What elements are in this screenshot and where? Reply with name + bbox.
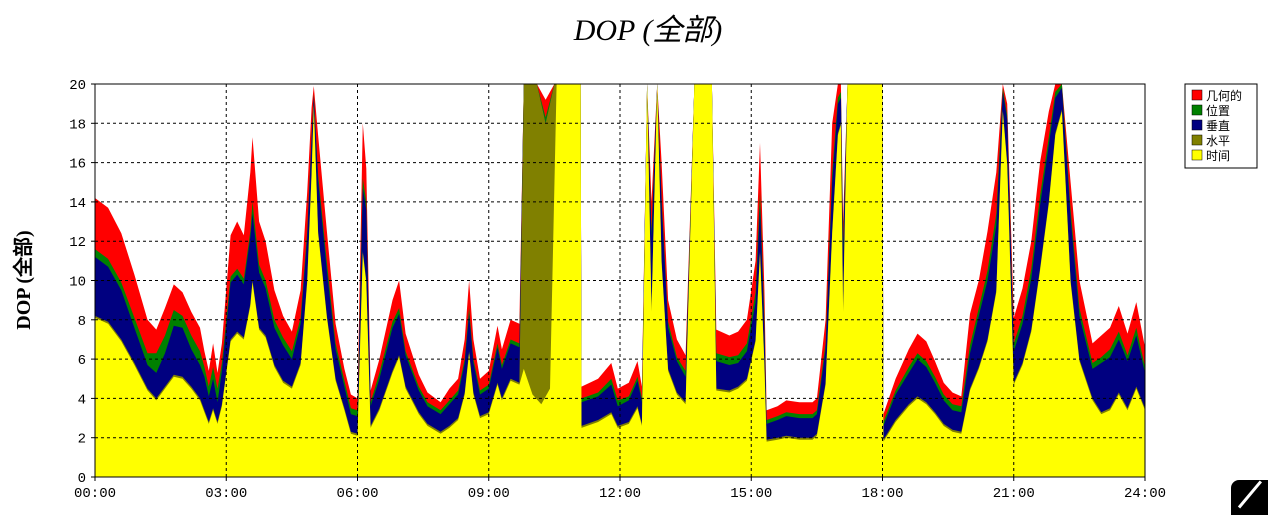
legend-swatch (1191, 104, 1203, 116)
legend-label: 位置 (1206, 103, 1230, 118)
x-tick-label: 24:00 (1124, 486, 1166, 502)
legend-label: 水平 (1206, 134, 1230, 148)
y-tick-label: 16 (69, 157, 86, 173)
legend-swatch (1191, 89, 1203, 101)
x-tick-label: 09:00 (468, 486, 510, 502)
y-tick-label: 20 (69, 78, 86, 94)
legend-swatch (1191, 134, 1203, 146)
y-tick-label: 8 (78, 314, 86, 330)
y-tick-label: 4 (78, 392, 86, 408)
y-tick-label: 18 (69, 117, 86, 133)
legend-label: 垂直 (1206, 119, 1230, 133)
x-tick-label: 00:00 (74, 486, 116, 502)
chart-title: DOP (全部) (573, 14, 723, 47)
x-tick-label: 21:00 (993, 486, 1035, 502)
legend-swatch (1191, 119, 1203, 131)
legend-label: 几何的 (1206, 88, 1242, 103)
x-tick-label: 06:00 (336, 486, 378, 502)
legend-label: 时间 (1206, 149, 1230, 163)
x-tick-label: 03:00 (205, 486, 247, 502)
x-tick-label: 18:00 (861, 486, 903, 502)
y-tick-label: 6 (78, 353, 86, 369)
y-tick-label: 14 (69, 196, 86, 212)
y-axis-label: DOP (全部) (11, 230, 35, 329)
y-tick-label: 0 (78, 471, 86, 487)
x-tick-label: 15:00 (730, 486, 772, 502)
y-tick-label: 12 (69, 235, 86, 251)
y-tick-label: 10 (69, 275, 86, 291)
legend-swatch (1191, 149, 1203, 161)
resize-grip-icon[interactable] (1231, 480, 1268, 515)
x-tick-label: 12:00 (599, 486, 641, 502)
y-tick-label: 2 (78, 432, 86, 448)
